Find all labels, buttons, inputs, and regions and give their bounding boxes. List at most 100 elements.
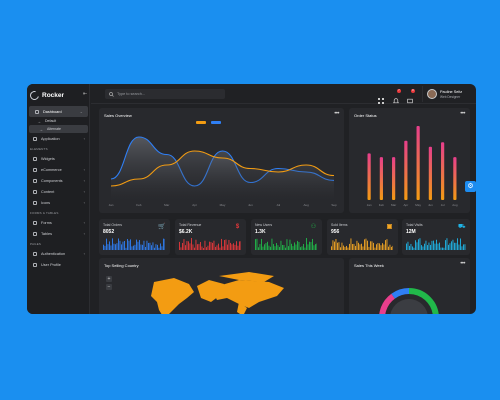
sidebar-subitem-alternate[interactable]: → Alternate (29, 125, 88, 133)
messages-button[interactable]: 8 (407, 89, 415, 104)
bar (453, 157, 457, 200)
sparkline-bar (152, 242, 154, 250)
sparkline-bar (207, 245, 209, 250)
collapse-sidebar-icon[interactable]: ⇤ (83, 91, 88, 97)
arrow-icon: → (39, 126, 43, 132)
sparkline-bar (157, 244, 158, 250)
sidebar-item-icons[interactable]: Icons ‹ (27, 197, 90, 208)
x-tick-label: Feb (379, 203, 385, 207)
sparkline-bar (427, 245, 428, 250)
stat-card-total-visits: Total Visits 12M ⛟ (402, 219, 470, 255)
sidebar-item-dashboard[interactable]: Dashboard ⌄ (29, 106, 88, 117)
sparkline-bar (231, 244, 233, 250)
sales-this-week-card: Sales This Week ••• (349, 258, 470, 314)
bar (404, 140, 408, 200)
sparkline-bar (280, 240, 282, 250)
sparkline-bar (332, 240, 334, 250)
users-icon: ⚇ (310, 224, 317, 230)
section-label-pages: PAGES (30, 241, 42, 246)
sparkline-bar (258, 247, 259, 250)
sparkline-bar (203, 247, 204, 250)
sparkline-bar (262, 246, 264, 250)
stat-value: 1.3K (255, 229, 266, 235)
sidebar-item-user-profile[interactable]: User Profile (27, 259, 90, 270)
sidebar-item-label: Dashboard (43, 109, 62, 114)
map-region (211, 280, 284, 308)
sparkline-bar (433, 240, 434, 250)
sparkline-bar (148, 242, 149, 250)
sidebar-item-authentication[interactable]: Authentication ‹ (27, 248, 90, 259)
sparkline-bar (300, 247, 301, 250)
sparkline-bar (295, 244, 297, 250)
sparkline-bar (419, 238, 421, 250)
sidebar-item-tables[interactable]: Tables ‹ (27, 228, 90, 239)
zoom-in-button[interactable]: + (106, 276, 112, 282)
x-tick-label: Jun (428, 203, 433, 207)
search-input[interactable] (117, 92, 217, 96)
settings-button[interactable]: ⚙ (465, 181, 476, 192)
visits-icon: ⛟ (458, 224, 466, 230)
sidebar-item-content[interactable]: Content ‹ (27, 186, 90, 197)
sparkline-bar (236, 241, 237, 250)
sidebar-item-components[interactable]: Components ‹ (27, 175, 90, 186)
sidebar-item-label: Tables (41, 231, 52, 236)
legend-item (211, 121, 221, 124)
sidebar-item-ecommerce[interactable]: eCommerce ‹ (27, 164, 90, 175)
card-title: Sales Overview (104, 113, 132, 118)
zoom-out-button[interactable]: − (106, 284, 112, 290)
sparkline-bar (222, 246, 224, 250)
search-bar[interactable] (105, 89, 225, 99)
sparkline-bar (443, 247, 445, 250)
chart-legend (196, 121, 221, 124)
sparkline-bar (425, 240, 427, 250)
sparkline-bar (377, 243, 379, 250)
more-options-icon[interactable]: ••• (460, 261, 465, 267)
sparkline-bar (380, 245, 382, 250)
sparkline-bar (210, 242, 212, 250)
sidebar-item-application[interactable]: Application ‹ (27, 133, 90, 144)
sidebar-item-forms[interactable]: Forms ‹ (27, 217, 90, 228)
cart-icon: 🛒 (158, 224, 166, 230)
x-tick-label: Jun (248, 203, 253, 207)
sparkline-bar (424, 243, 425, 250)
sidebar-item-label: Authentication (41, 251, 66, 256)
sparkline (331, 238, 393, 250)
x-tick-label: Mar (164, 203, 169, 207)
sidebar-item-label: Icons (41, 200, 51, 205)
messages-badge: 8 (411, 89, 415, 93)
app-window: Rocker ⇤ Dashboard ⌄ → Default → Alterna… (27, 84, 476, 314)
user-menu[interactable]: Pauline Seitz Web Designer (422, 86, 476, 102)
logo-icon (28, 88, 41, 102)
sparkline-bar (449, 243, 451, 250)
brand[interactable]: Rocker (28, 88, 90, 102)
sparkline-bar (274, 246, 276, 250)
sparkline-bar (124, 241, 125, 250)
chevron-left-icon: ‹ (83, 200, 85, 205)
donut-slice (379, 293, 396, 314)
top-selling-country-card: Top Selling Country + − (99, 258, 344, 314)
more-options-icon[interactable]: ••• (460, 111, 465, 117)
sparkline-bar (452, 239, 454, 250)
sparkline (103, 238, 165, 250)
user-name: Pauline Seitz (440, 89, 463, 94)
more-options-icon[interactable]: ••• (334, 111, 339, 117)
notification-button[interactable]: 7 (392, 89, 401, 104)
sparkline-bar (334, 241, 335, 250)
sidebar-subitem-default[interactable]: → Default (27, 117, 90, 125)
sparkline-bar (383, 244, 385, 250)
sparkline-bar (151, 245, 152, 250)
sparkline-bar (255, 239, 256, 250)
sparkline-bar (237, 245, 239, 250)
sparkline-bar (316, 243, 317, 250)
apps-icon[interactable] (378, 91, 384, 104)
sparkline-bar (416, 242, 418, 250)
sparkline-bar (338, 242, 340, 250)
brand-name: Rocker (42, 91, 65, 99)
sparkline-bar (362, 246, 364, 250)
sparkline-bar (288, 246, 289, 250)
map-region (219, 272, 274, 282)
chevron-left-icon: ‹ (83, 167, 85, 172)
sparkline-bar (195, 239, 197, 250)
sidebar-item-widgets[interactable]: Widgets (27, 153, 90, 164)
message-icon (407, 98, 413, 104)
